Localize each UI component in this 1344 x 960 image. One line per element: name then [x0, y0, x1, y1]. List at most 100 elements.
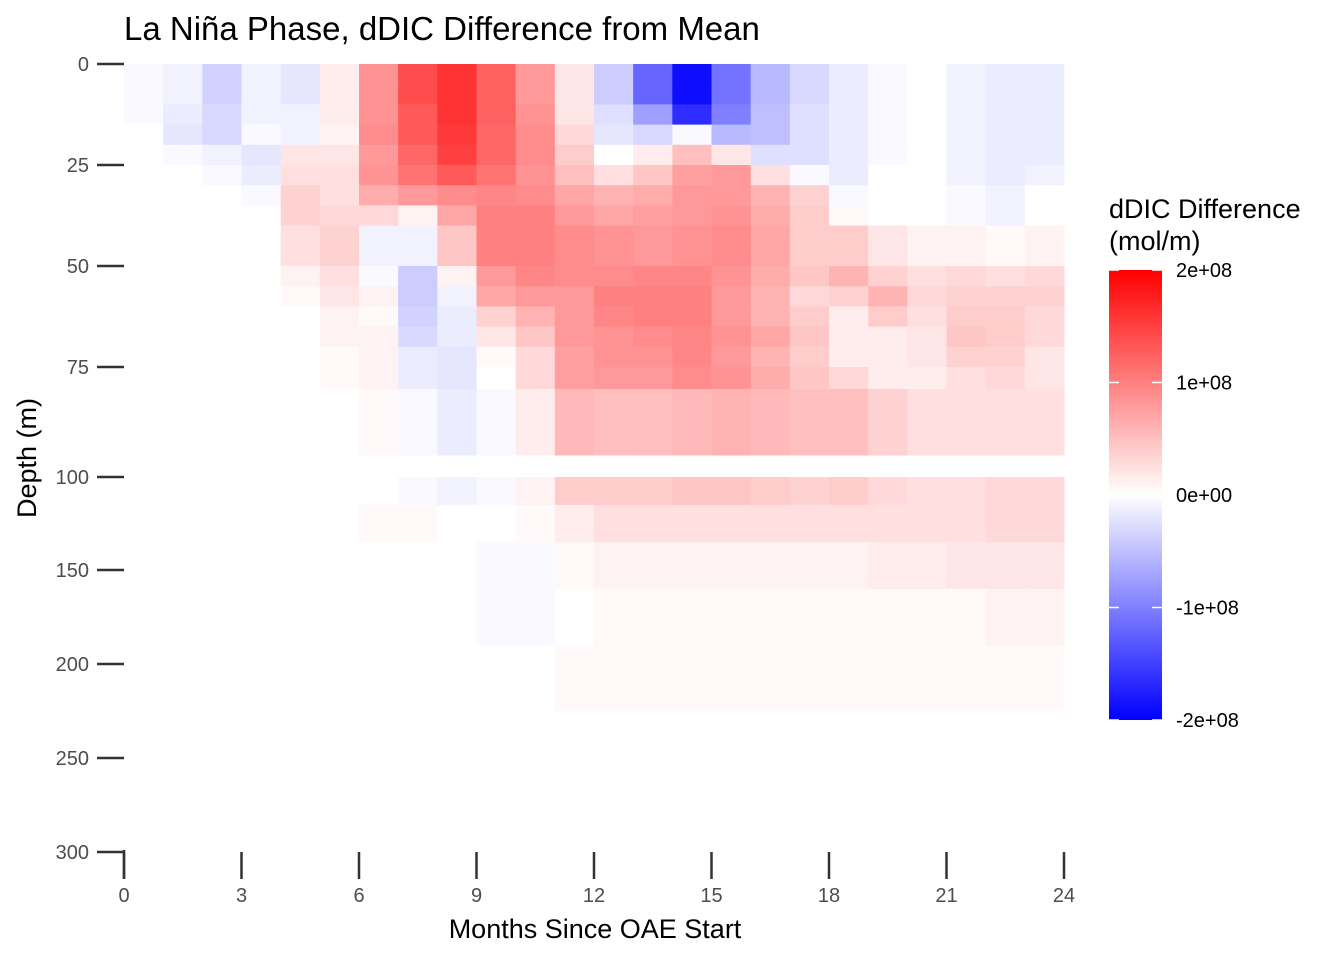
heatmap-cell [907, 542, 947, 590]
heatmap-cell [711, 542, 752, 590]
heatmap-cell [594, 389, 634, 412]
heatmap-cell [202, 433, 242, 456]
heatmap-cell [163, 326, 203, 348]
heatmap-cell [398, 306, 438, 328]
heatmap-cell [359, 411, 399, 434]
heatmap-cell [985, 588, 1026, 646]
heatmap-cell [124, 433, 164, 456]
heatmap-cell [633, 165, 673, 186]
heatmap-cell [554, 477, 595, 506]
heatmap-cell [280, 124, 321, 146]
heatmap-cell [241, 346, 282, 368]
heatmap-cell [319, 389, 360, 412]
heatmap-cell [437, 245, 477, 267]
heatmap-cell [476, 306, 517, 328]
heatmap-cell [241, 266, 282, 287]
x-tick-label: 3 [236, 885, 247, 907]
heatmap-cell [750, 104, 791, 126]
heatmap-cell [554, 144, 595, 166]
heatmap-cell [554, 433, 595, 456]
y-tick-label: 50 [67, 256, 89, 278]
heatmap-cell [398, 411, 438, 434]
heatmap-cell [124, 84, 164, 105]
heatmap-cell [515, 645, 556, 712]
heatmap-cell [437, 433, 477, 456]
heatmap-cell [946, 346, 987, 368]
heatmap-cell [672, 286, 712, 307]
heatmap-cell [241, 411, 282, 434]
heatmap-cell [241, 245, 282, 267]
heatmap-cell [750, 477, 791, 506]
heatmap-cell [907, 346, 947, 368]
heatmap-cell [594, 84, 634, 105]
heatmap-cell [515, 588, 556, 646]
heatmap-cell [515, 144, 556, 166]
heatmap-cell [437, 542, 477, 590]
legend-title-line-1: dDIC Difference [1109, 194, 1301, 224]
heatmap-cell [241, 326, 282, 348]
heatmap-cell [789, 346, 830, 368]
heatmap-cell [594, 225, 634, 247]
heatmap-cell [594, 266, 634, 287]
heatmap-cell [907, 245, 947, 267]
heatmap-cell [907, 306, 947, 328]
y-axis: 0 25 50 75 100 150 200 250 300 [56, 54, 126, 879]
heatmap-cell [124, 542, 164, 590]
heatmap-cell [515, 165, 556, 186]
heatmap-cell [868, 104, 908, 126]
heatmap-cell [1024, 542, 1065, 590]
heatmap-cell [1024, 84, 1065, 105]
heatmap-cell [319, 433, 360, 456]
heatmap-cell [359, 504, 399, 543]
heatmap-cell [907, 504, 947, 543]
heatmap-cell [672, 346, 712, 368]
heatmap-cell [633, 266, 673, 287]
heatmap-cell [672, 144, 712, 166]
heatmap-cell [476, 225, 517, 247]
heatmap-cell [163, 645, 203, 712]
heatmap-cell [672, 367, 712, 390]
heatmap-cell [711, 64, 752, 85]
heatmap-cell [829, 367, 869, 390]
heatmap-cell [476, 504, 517, 543]
heatmap-cell [711, 433, 752, 456]
heatmap-cell [985, 346, 1026, 368]
heatmap-cell [163, 411, 203, 434]
heatmap-cell [437, 205, 477, 227]
heatmap-cell [829, 504, 869, 543]
heatmap-cell [672, 165, 712, 186]
heatmap-cell [907, 411, 947, 434]
heatmap-cell [280, 542, 321, 590]
heatmap-cell [398, 185, 438, 206]
heatmap-cell [319, 477, 360, 506]
heatmap-cell [319, 205, 360, 227]
heatmap-cell [554, 245, 595, 267]
heatmap-cell [319, 306, 360, 328]
heatmap-cell [711, 205, 752, 227]
heatmap-cell [124, 165, 164, 186]
heatmap-cell [359, 185, 399, 206]
heatmap-cell [515, 411, 556, 434]
heatmap-cell [907, 389, 947, 412]
heatmap-cell [476, 326, 517, 348]
heatmap-cell [241, 84, 282, 105]
heatmap-cell [398, 144, 438, 166]
heatmap-cell [437, 64, 477, 85]
heatmap-cell [319, 542, 360, 590]
heatmap-cell [750, 542, 791, 590]
heatmap-cell [280, 477, 321, 506]
heatmap-cell [594, 124, 634, 146]
heatmap-cell [476, 542, 517, 590]
heatmap-cell [672, 64, 712, 85]
heatmap-cell [946, 144, 987, 166]
heatmap-cell [476, 367, 517, 390]
heatmap-cell [946, 266, 987, 287]
colorbar-label: 0e+00 [1176, 485, 1232, 507]
heatmap-cell [633, 711, 673, 787]
heatmap-cell [633, 286, 673, 307]
heatmap-cell [515, 326, 556, 348]
heatmap-cell [946, 433, 987, 456]
heatmap-cell [672, 84, 712, 105]
heatmap-cell [946, 124, 987, 146]
heatmap-cell [594, 433, 634, 456]
